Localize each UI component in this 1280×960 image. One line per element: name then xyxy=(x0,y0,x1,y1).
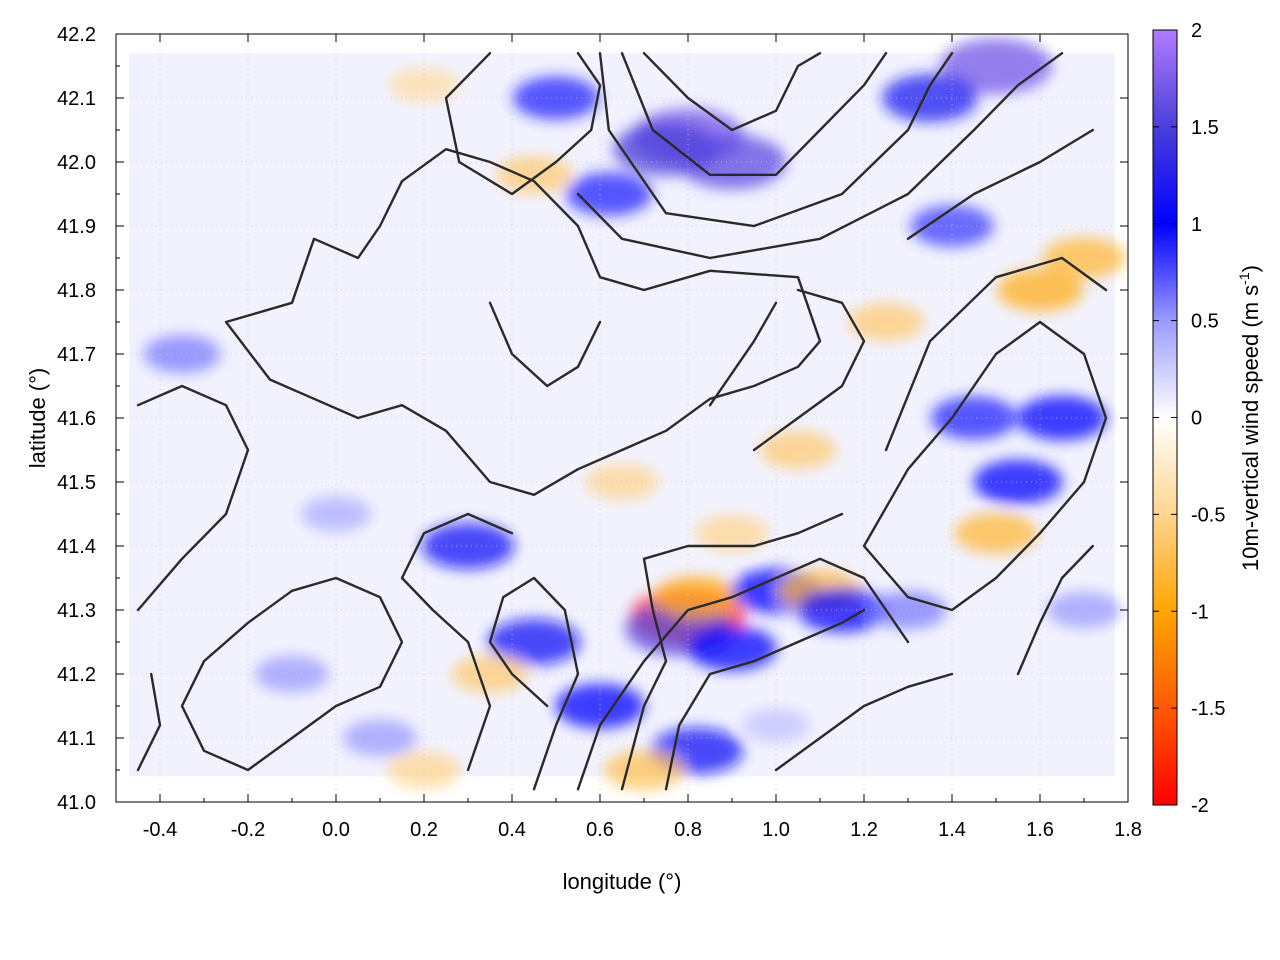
contour-line-11 xyxy=(620,512,844,791)
y-axis-label: latitude (°) xyxy=(25,368,50,469)
heatmap-feature-18 xyxy=(973,459,1063,505)
colorbar-label-main: 10m-vertical wind speed (m s xyxy=(1238,285,1263,571)
heatmap-feature-26 xyxy=(759,430,837,470)
colorbar-ticks: 2 1.5 1 0.5 0 -0.5 -1 -1.5 -2 xyxy=(1153,20,1225,817)
colorbar-tick-label-5: -0.5 xyxy=(1191,504,1225,526)
contour-line-20 xyxy=(774,672,954,772)
contour-line-15 xyxy=(136,384,250,612)
heatmap-feature-38 xyxy=(869,590,947,630)
y-tick-label-10: 42.0 xyxy=(57,152,96,174)
y-tick-label-8: 41.8 xyxy=(57,280,96,302)
colorbar-tick-label-1: 1.5 xyxy=(1191,117,1219,139)
x-tick-label-3: 0.2 xyxy=(410,819,438,841)
heatmap-field xyxy=(129,38,1126,790)
x-axis-label: longitude (°) xyxy=(563,869,682,894)
contour-line-0 xyxy=(224,148,822,496)
x-tick-label-10: 1.6 xyxy=(1026,819,1054,841)
y-tick-label-0: 41.0 xyxy=(57,792,96,814)
y-tick-label-11: 42.1 xyxy=(57,88,96,110)
x-tick-label-8: 1.2 xyxy=(850,819,878,841)
heatmap-feature-39 xyxy=(1047,591,1121,629)
heatmap-feature-13 xyxy=(451,654,529,694)
colorbar-tick-label-2: 1 xyxy=(1191,214,1202,236)
contour-line-3 xyxy=(620,52,888,176)
heatmap-feature-20 xyxy=(930,396,1018,440)
colorbar-label-close: ) xyxy=(1238,265,1263,272)
colorbar: 2 1.5 1 0.5 0 -0.5 -1 -1.5 -2 10m-vertical wind … xyxy=(1152,20,1263,817)
heatmap-feature-27 xyxy=(388,67,460,103)
contour-line-17 xyxy=(752,288,866,452)
y-axis: 41.0 41.1 41.2 41.3 41.4 41.5 41.6 41.7 41.8 41.9… xyxy=(57,24,1128,814)
heatmap-feature-14 xyxy=(421,522,515,570)
grid-lines xyxy=(116,34,1128,802)
contour-line-21 xyxy=(488,301,602,388)
x-tick-label-4: 0.4 xyxy=(498,819,526,841)
contour-line-4 xyxy=(598,52,954,228)
contour-line-14 xyxy=(180,576,404,772)
colorbar-tick-label-3: 0.5 xyxy=(1191,311,1219,333)
contour-line-10 xyxy=(664,608,866,791)
x-tick-label-11: 1.8 xyxy=(1114,819,1142,841)
x-tick-label-0: -0.4 xyxy=(143,819,177,841)
x-axis: -0.4 -0.2 0.0 0.2 0.4 0.6 0.8 1.0 1.2 1.4 1.6 1.8 xyxy=(115,34,1142,841)
heatmap-feature-37 xyxy=(695,514,769,552)
plot-area: -0.4 -0.2 0.0 0.2 0.4 0.6 0.8 1.0 1.2 1.4 1.6 1.8 4… xyxy=(57,24,1142,841)
x-tick-label-5: 0.6 xyxy=(586,819,614,841)
heatmap-feature-4 xyxy=(882,74,978,122)
contour-line-1 xyxy=(444,52,602,196)
colorbar-tick-label-7: -1.5 xyxy=(1191,698,1225,720)
x-tick-label-7: 1.0 xyxy=(762,819,790,841)
x-tick-label-6: 0.8 xyxy=(674,819,702,841)
contour-line-2 xyxy=(642,52,822,132)
x-tick-label-9: 1.4 xyxy=(938,819,966,841)
contour-line-13 xyxy=(400,512,514,772)
x-tick-label-2: 0.0 xyxy=(322,819,350,841)
heatmap-feature-7 xyxy=(653,575,740,619)
y-tick-label-6: 41.6 xyxy=(57,408,96,430)
contour-line-6 xyxy=(862,320,1108,612)
contour-line-8 xyxy=(906,128,1094,240)
contour-lines xyxy=(136,52,1108,791)
x-tick-label-1: -0.2 xyxy=(231,819,265,841)
heatmap-feature-8 xyxy=(687,626,777,671)
y-tick-label-4: 41.4 xyxy=(57,536,96,558)
contour-line-5 xyxy=(576,52,1064,260)
colorbar-tick-label-8: -2 xyxy=(1191,795,1209,817)
heatmap-feature-12 xyxy=(487,618,581,666)
heatmap-feature-40 xyxy=(742,708,810,742)
y-tick-label-5: 41.5 xyxy=(57,472,96,494)
contour-line-18 xyxy=(1016,544,1094,676)
y-tick-label-12: 42.2 xyxy=(57,24,96,46)
heatmap-feature-34 xyxy=(343,719,417,757)
y-tick-label-2: 41.2 xyxy=(57,664,96,686)
colorbar-tick-label-4: 0 xyxy=(1191,408,1202,430)
colorbar-label: 10m-vertical wind speed (m s-1) xyxy=(1236,265,1263,571)
contour-line-9 xyxy=(576,557,910,791)
contour-line-12 xyxy=(488,576,580,791)
contour-line-7 xyxy=(884,256,1108,452)
colorbar-tick-label-0: 2 xyxy=(1191,20,1202,42)
y-tick-label-9: 41.9 xyxy=(57,216,96,238)
heatmap-feature-25 xyxy=(847,302,925,342)
contour-line-19 xyxy=(708,301,778,407)
heatmap-feature-19 xyxy=(954,512,1038,554)
y-tick-label-3: 41.3 xyxy=(57,600,96,622)
y-tick-label-1: 41.1 xyxy=(57,728,96,750)
colorbar-label-sup: -1 xyxy=(1236,272,1252,285)
contour-line-16 xyxy=(136,672,162,772)
heatmap-feature-22 xyxy=(1042,237,1126,279)
heatmap-feature-28 xyxy=(495,155,573,194)
y-tick-label-7: 41.7 xyxy=(57,344,96,366)
heatmap-feature-15 xyxy=(555,683,645,729)
colorbar-tick-label-6: -1 xyxy=(1191,601,1209,623)
